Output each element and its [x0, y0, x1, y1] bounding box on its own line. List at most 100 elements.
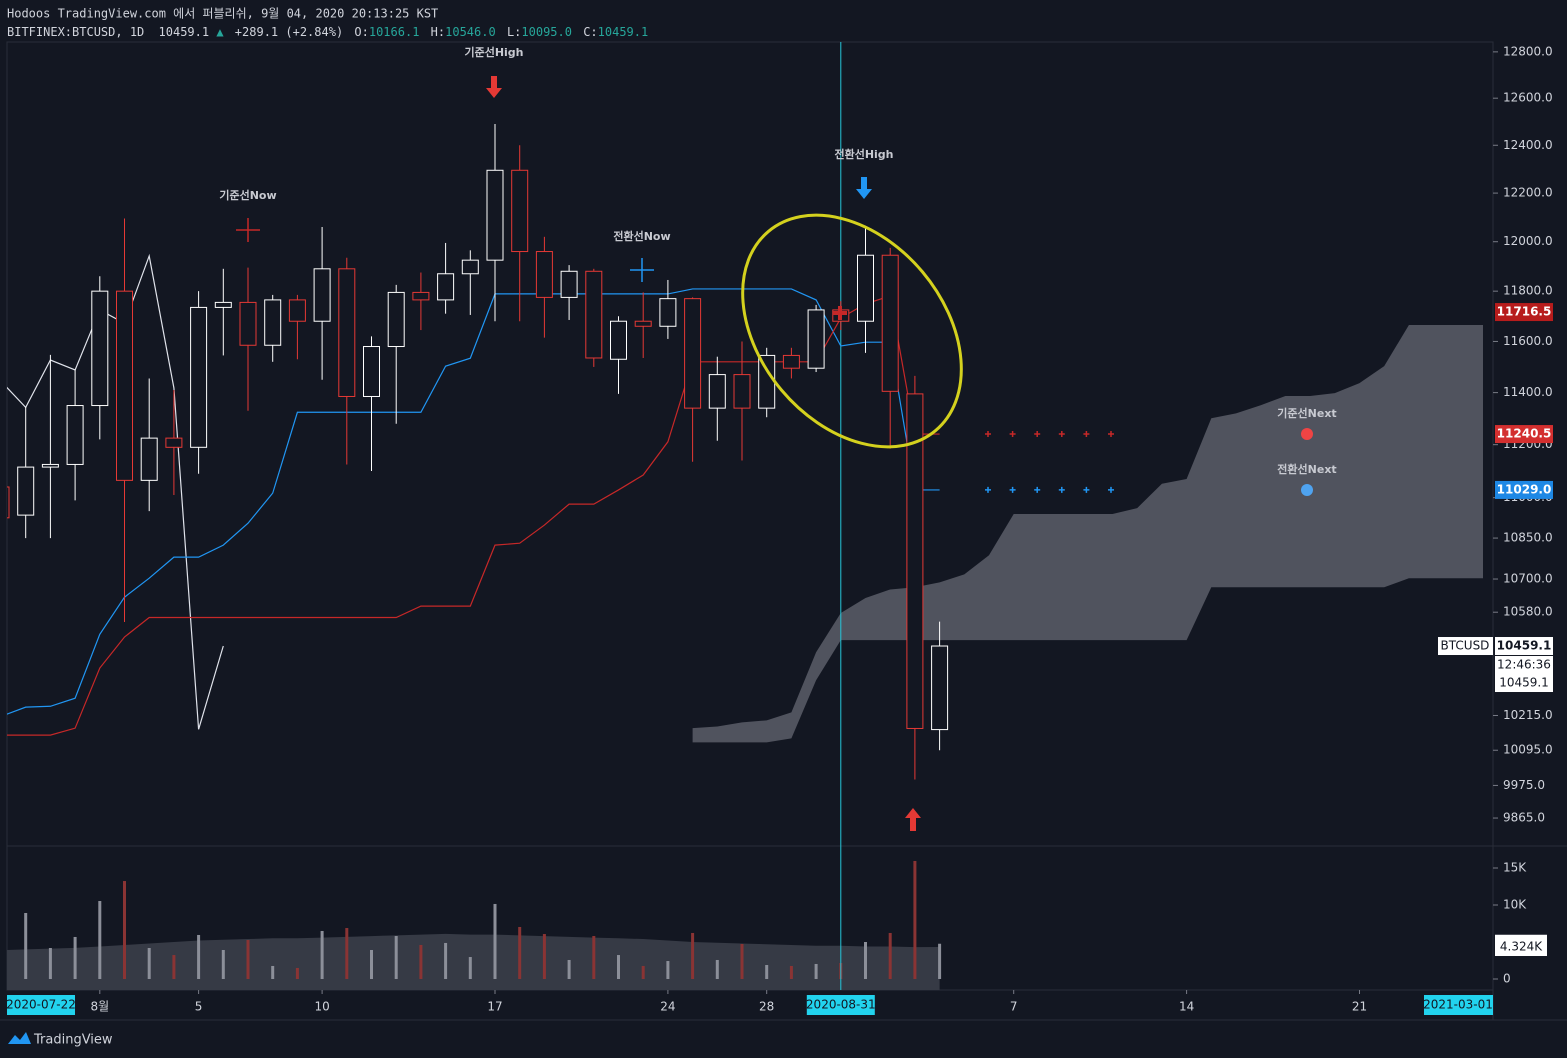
candle-body [758, 354, 776, 409]
volume-bar [715, 959, 719, 980]
candle-body [931, 645, 949, 731]
x-tick-label: 17 [487, 1000, 502, 1014]
volume-bar [938, 943, 942, 980]
volume-last-label: 4.324K [1500, 940, 1543, 954]
annotation: 전환선Next [1277, 462, 1336, 476]
annotation: 기준선Next [1277, 406, 1336, 420]
logo [8, 1032, 31, 1044]
projection-marker [1009, 431, 1016, 438]
volume-bar [913, 860, 917, 980]
candle-body [140, 437, 158, 481]
y-tick-label: 12800.0 [1503, 44, 1553, 58]
x-tick-label: 14 [1179, 1000, 1194, 1014]
dot-marker [1301, 484, 1313, 496]
volume-bar [221, 949, 225, 980]
y-tick-label: 12000.0 [1503, 234, 1553, 248]
y-tick-label: 9865.0 [1503, 811, 1545, 825]
candle-body [387, 291, 405, 348]
cursor-date: 2020-08-31 [806, 998, 876, 1012]
candle-body [511, 169, 529, 253]
volume-bar [888, 932, 892, 980]
annotation: 기준선High [464, 45, 523, 59]
volume-bar [419, 944, 423, 980]
y-tick-label: 10095.0 [1503, 743, 1553, 757]
candle-body [659, 298, 677, 327]
projection-marker [1034, 431, 1041, 438]
volume-bar [73, 936, 77, 980]
candle-body [634, 320, 652, 327]
volume-bar [98, 901, 102, 980]
volume-bar [295, 967, 299, 980]
x-tick-label: 24 [660, 1000, 675, 1014]
volume-bar [691, 932, 695, 980]
volume-bar [370, 949, 373, 980]
range-end-box [1424, 995, 1493, 1015]
x-tick-label: 21 [1352, 1000, 1367, 1014]
candle-body [560, 270, 578, 298]
symbol-label: BTCUSD [1441, 639, 1490, 653]
volume-bar [617, 955, 620, 980]
price-label-box [1495, 303, 1553, 322]
x-tick-label: 8월 [90, 1000, 109, 1014]
cross-marker [236, 218, 260, 242]
main-layer [7, 123, 1114, 780]
volume-bar [320, 930, 324, 980]
candle-body [91, 290, 109, 407]
volume-last-box [1495, 938, 1547, 957]
projection-marker [1108, 486, 1114, 493]
volume-bar [814, 963, 818, 980]
range-start: 2020-07-22 [6, 998, 76, 1012]
volume-bar [740, 944, 744, 980]
projection-marker [985, 431, 991, 438]
price-label-box [1495, 425, 1553, 444]
x-tick-label: 28 [759, 1000, 774, 1014]
volume-bar [592, 936, 596, 980]
price-label: 11029.0 [1497, 482, 1552, 496]
projection-marker [1034, 486, 1041, 493]
candle-body [437, 273, 455, 301]
y-tick-label: 11400.0 [1503, 385, 1553, 399]
volume-bar [172, 955, 176, 980]
volume-bar [666, 961, 670, 980]
ohlc-key: O: [354, 25, 368, 39]
ohlc-key: C: [583, 25, 597, 39]
y-tick-label: 10850.0 [1503, 531, 1553, 545]
volume-bar [765, 965, 769, 980]
volume-bar [48, 947, 52, 980]
symbol: BITFINEX:BTCUSD, 1D [7, 25, 144, 39]
candle-body [535, 251, 553, 298]
background-layer [7, 42, 1483, 990]
arrow-down [486, 76, 502, 98]
annotation: 기준선Now [219, 188, 276, 202]
y-tick-label: 10700.0 [1503, 572, 1553, 586]
projection-marker [1108, 431, 1114, 438]
candle-body [338, 268, 356, 397]
volume-bar [864, 942, 867, 980]
range-end: 2021-03-01 [1423, 998, 1493, 1012]
candle-body [7, 486, 10, 519]
projection-marker [1083, 486, 1090, 493]
annotations: 기준선High 기준선Now 전환선Now 전환선High 기준선Next 전환… [219, 45, 1337, 831]
range-start-box [7, 995, 75, 1015]
volume-bar [197, 934, 201, 980]
highlight-ellipse [741, 213, 963, 449]
price-marks [7, 123, 1114, 780]
candle-body [41, 463, 59, 468]
volume-tick-label: 0 [1503, 972, 1511, 986]
ohlc-value: 10095.0 [521, 25, 572, 39]
candle-body [733, 374, 751, 409]
candle-body [782, 354, 800, 369]
volume-bar [789, 965, 793, 980]
candle-body [486, 169, 504, 261]
y-tick-label: 12400.0 [1503, 138, 1553, 152]
y-tick-label: 11800.0 [1503, 284, 1553, 298]
candle-body [116, 290, 133, 481]
candle-body [214, 301, 232, 308]
volume-tick-label: 10K [1503, 898, 1527, 912]
candle-body [684, 298, 702, 409]
volume-ma [7, 933, 940, 990]
y-tick-label: 12600.0 [1503, 91, 1553, 105]
axis-layer: 12800.0 12600.0 12400.0 12200.0 12000.0 11800… [90, 44, 1553, 1015]
volume-bar [147, 947, 151, 980]
volume-pane [7, 860, 942, 990]
